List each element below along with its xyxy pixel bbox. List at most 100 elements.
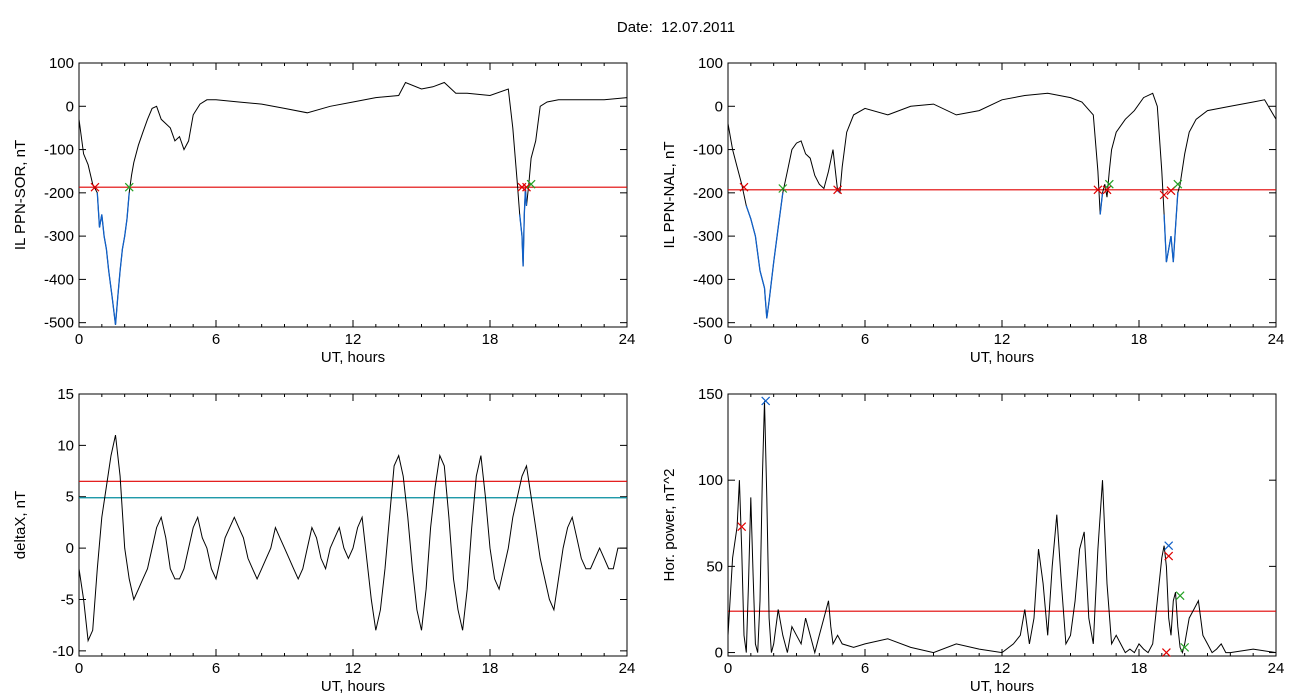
event-marker-stroke — [1173, 179, 1183, 189]
event-marker-stroke — [761, 396, 771, 406]
event-marker — [1166, 186, 1176, 196]
event-marker — [833, 185, 843, 195]
event-marker — [1159, 190, 1169, 200]
event-marker-stroke — [1175, 591, 1185, 601]
event-marker-stroke — [833, 185, 843, 195]
x-tick-label: 6 — [212, 660, 220, 677]
y-tick-label: 100 — [698, 55, 723, 72]
series-below-threshold — [519, 188, 528, 267]
y-tick-label: -100 — [693, 142, 723, 159]
x-tick-label: 24 — [1268, 660, 1285, 677]
y-tick-label: -10 — [52, 643, 74, 660]
x-tick-label: 12 — [345, 331, 362, 348]
x-tick-label: 12 — [994, 660, 1011, 677]
panel-deltax: 0 6 12 18 24 15 10 5 0 -5 -10 UT, hours deltaX, nT — [12, 386, 635, 695]
event-marker-stroke — [1164, 541, 1174, 551]
event-marker — [737, 522, 747, 532]
event-marker — [1180, 642, 1190, 652]
plot-frame — [727, 62, 1277, 328]
y-tick-label: 5 — [66, 489, 74, 506]
event-marker-stroke — [739, 182, 749, 192]
y-tick-label: -200 — [44, 185, 74, 202]
event-marker — [761, 396, 771, 406]
x-axis-title: UT, hours — [321, 678, 385, 695]
x-tick-label: 18 — [1131, 331, 1148, 348]
series-line — [728, 400, 1276, 655]
panel-il-ppn-nal: 0 6 12 18 24 100 0 -100 -200 -300 -400 -500 UT, hour… — [661, 55, 1284, 366]
event-marker — [526, 179, 536, 189]
series-below-threshold — [745, 192, 784, 319]
event-marker — [1161, 648, 1171, 657]
y-tick-label: -100 — [44, 142, 74, 159]
y-tick-label: 150 — [698, 386, 723, 403]
page-title: Date: 12.07.2011 — [616, 19, 736, 36]
event-marker-stroke — [1159, 190, 1169, 200]
event-marker — [1102, 185, 1112, 195]
x-tick-label: 0 — [75, 660, 83, 677]
y-tick-label: 10 — [57, 437, 74, 454]
panel-il-ppn-sor: 0 6 12 18 24 100 0 -100 -200 -300 -400 -500 UT, hour… — [12, 55, 635, 366]
event-marker-stroke — [1104, 179, 1114, 189]
event-marker-stroke — [526, 179, 536, 189]
event-marker-stroke — [124, 182, 134, 192]
y-tick-label: 15 — [57, 386, 74, 403]
y-tick-label: -400 — [693, 271, 723, 288]
series-below-threshold — [96, 192, 130, 325]
x-tick-label: 6 — [861, 331, 869, 348]
y-tick-label: -500 — [693, 315, 723, 332]
event-marker-stroke — [1161, 648, 1171, 657]
y-axis-title: deltaX, nT — [12, 491, 29, 559]
event-marker-stroke — [90, 182, 100, 192]
event-marker — [778, 184, 788, 193]
event-marker-stroke — [1102, 185, 1112, 195]
y-tick-label: -500 — [44, 315, 74, 332]
y-tick-label: 100 — [49, 55, 74, 72]
panel-hor-power: 0 6 12 18 24 150 100 50 0 UT, hours Hor. power, nT… — [661, 386, 1284, 695]
x-tick-label: 18 — [482, 660, 499, 677]
y-tick-label: -400 — [44, 271, 74, 288]
y-tick-label: -300 — [693, 228, 723, 245]
event-marker-stroke — [737, 522, 747, 532]
event-marker — [522, 182, 531, 192]
event-marker-stroke — [1164, 551, 1174, 561]
plot-frame — [78, 62, 628, 328]
series-line — [79, 81, 627, 325]
x-tick-label: 24 — [1268, 331, 1285, 348]
x-tick-label: 0 — [724, 660, 732, 677]
event-marker — [1173, 179, 1183, 189]
y-axis-title: IL PPN-SOR, nT — [12, 140, 29, 250]
event-marker — [1093, 185, 1103, 195]
x-axis-title: UT, hours — [970, 349, 1034, 366]
plot-frame — [727, 393, 1277, 657]
y-tick-label: 0 — [66, 540, 74, 557]
series-line — [79, 434, 627, 643]
event-marker — [739, 182, 749, 192]
event-marker — [1164, 551, 1174, 561]
y-axis-title: IL PPN-NAL, nT — [661, 142, 678, 249]
event-marker — [124, 182, 134, 192]
y-tick-label: -5 — [61, 591, 74, 608]
event-marker-stroke — [1093, 185, 1103, 195]
y-tick-label: -200 — [693, 185, 723, 202]
y-tick-label: 0 — [66, 98, 74, 115]
x-tick-label: 12 — [345, 660, 362, 677]
y-tick-label: 100 — [698, 472, 723, 489]
series-below-threshold — [1163, 192, 1179, 263]
event-marker-stroke — [778, 184, 788, 193]
x-axis-title: UT, hours — [970, 678, 1034, 695]
event-marker — [90, 182, 100, 192]
y-tick-label: -300 — [44, 228, 74, 245]
event-marker — [1104, 179, 1114, 189]
event-marker-stroke — [1166, 186, 1176, 196]
event-marker — [1164, 541, 1174, 551]
series-line — [728, 92, 1276, 319]
event-marker — [1175, 591, 1185, 601]
x-tick-label: 0 — [75, 331, 83, 348]
y-tick-label: 0 — [715, 98, 723, 115]
x-axis-title: UT, hours — [321, 349, 385, 366]
x-tick-label: 18 — [1131, 660, 1148, 677]
plot-frame — [78, 393, 628, 657]
x-tick-label: 6 — [861, 660, 869, 677]
x-tick-label: 6 — [212, 331, 220, 348]
